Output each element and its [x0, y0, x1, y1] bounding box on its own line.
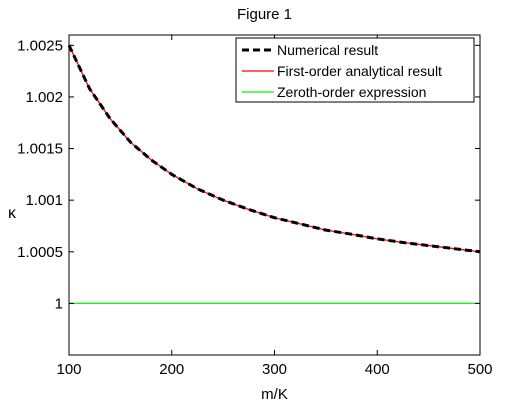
figure-title: Figure 1: [236, 6, 293, 23]
legend: Numerical result First-order analytical r…: [235, 37, 475, 103]
y-tick-label: 1.0005: [17, 244, 63, 261]
y-axis-label: κ: [8, 205, 17, 222]
y-tick-label: 1.001: [25, 192, 63, 209]
x-tick-label: 300: [262, 361, 287, 378]
x-tick-label: 100: [56, 361, 81, 378]
y-tick-label: 1.0025: [17, 37, 63, 54]
legend-label-1: Numerical result: [277, 42, 378, 58]
x-tick-label: 500: [467, 361, 492, 378]
legend-label-3: Zeroth-order expression: [277, 84, 426, 100]
x-tick-label: 400: [365, 361, 390, 378]
y-tick-label: 1.002: [25, 89, 63, 106]
x-tick-label: 200: [159, 361, 184, 378]
ticks-layer: 100 200 300 400 500 1 1.0005 1.001 1.0015 1.002 1.…: [17, 35, 493, 378]
series-line-1: [67, 44, 481, 254]
legend-label-2: First-order analytical result: [277, 63, 442, 79]
x-axis-label: m/K: [261, 386, 288, 403]
legend-box: [235, 37, 475, 103]
y-tick-label: 1: [55, 295, 63, 312]
plot-layer: [67, 44, 481, 305]
y-tick-label: 1.0015: [17, 141, 63, 158]
